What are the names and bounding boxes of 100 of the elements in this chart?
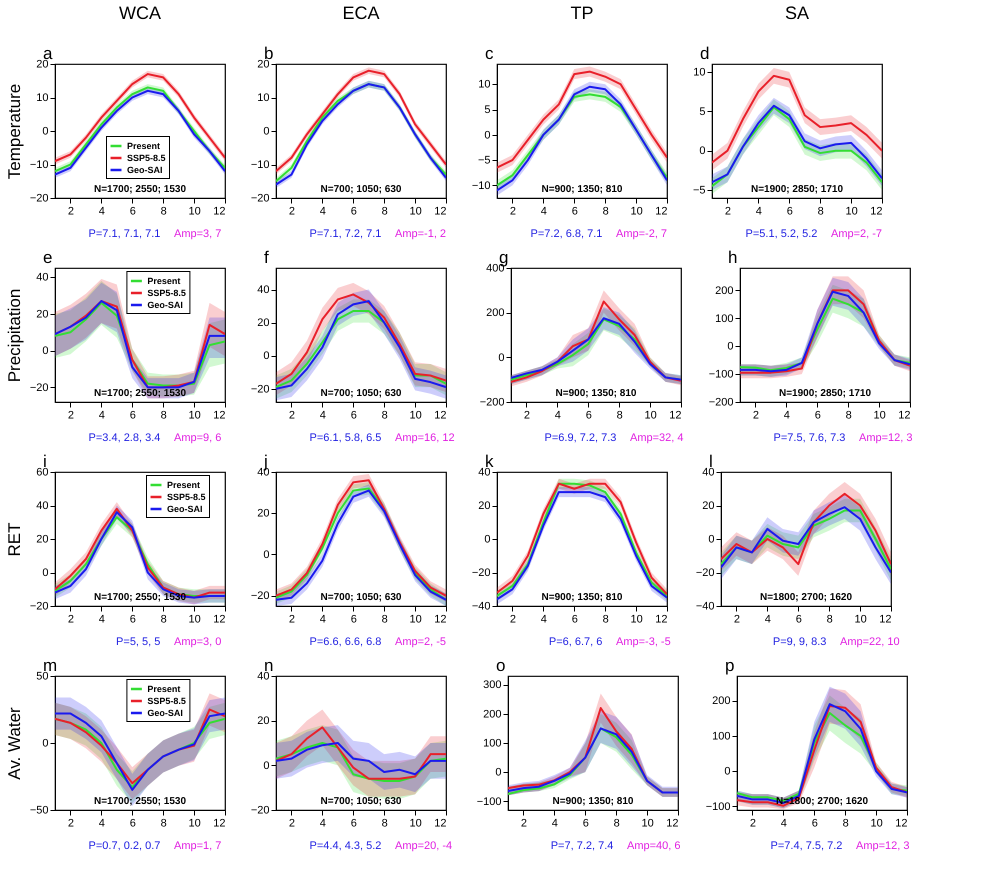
- x-tick-label: 6: [814, 410, 821, 422]
- y-tick-label: −20: [30, 192, 48, 204]
- y-tick-label: 20: [478, 500, 490, 512]
- y-axis-title: Av. Water: [4, 706, 24, 780]
- y-tick-label: −20: [250, 192, 270, 204]
- y-tick-label: 50: [36, 670, 48, 682]
- text: Amp=16, 12: [395, 432, 455, 444]
- y-tick-label: 0: [42, 126, 48, 138]
- x-tick-label: 8: [160, 410, 167, 422]
- y-axis-title: Temperature: [4, 84, 24, 180]
- y-tick-label: −40: [472, 600, 490, 612]
- text: Amp=3, 7: [174, 228, 222, 240]
- legend-label: Geo-SAI: [167, 504, 203, 514]
- legend-label: Geo-SAI: [147, 300, 183, 310]
- y-tick-label: 20: [36, 534, 48, 546]
- text: Amp=22, 10: [840, 636, 900, 648]
- text: Amp=40, 6: [627, 840, 681, 852]
- y-tick-label: −10: [472, 180, 490, 192]
- y-tick-label: −20: [696, 567, 714, 579]
- text: P=6.1, 5.8, 6.5: [310, 432, 382, 444]
- text: P=7, 7.2, 7.4: [550, 840, 614, 852]
- x-tick-label: 10: [409, 206, 422, 218]
- x-tick-label: 2: [510, 206, 516, 218]
- y-tick-label: 0: [42, 567, 48, 579]
- y-tick-label: 0: [484, 534, 490, 546]
- x-tick-label: 2: [524, 410, 530, 422]
- text: P=5.1, 5.2, 5.2: [746, 228, 818, 240]
- x-tick-label: 6: [130, 614, 136, 626]
- x-tick-label: 8: [160, 206, 167, 218]
- x-tick-label: 12: [895, 818, 908, 830]
- y-tick-label: 20: [702, 500, 714, 512]
- text: Amp=3, 0: [174, 636, 222, 648]
- text: c: [485, 44, 494, 63]
- x-tick-label: 4: [784, 410, 790, 422]
- y-tick-label: 0: [263, 126, 270, 138]
- x-tick-label: 4: [320, 818, 326, 830]
- y-tick-label: 0: [708, 534, 714, 546]
- x-tick-label: 4: [320, 206, 326, 218]
- x-tick-label: 12: [666, 818, 678, 830]
- y-tick-label: −5: [692, 184, 706, 197]
- text: h: [728, 248, 738, 267]
- annotation: N=700; 1050; 630: [320, 388, 402, 399]
- y-tick-label: −200: [708, 396, 734, 408]
- y-tick-label: 200: [712, 695, 730, 708]
- annotation: N=1800; 2700; 1620: [760, 592, 852, 603]
- x-tick-label: 2: [724, 206, 732, 218]
- y-tick-label: 20: [257, 715, 270, 728]
- x-tick-label: 8: [382, 206, 388, 218]
- x-tick-label: 8: [818, 206, 824, 218]
- annotation: N=900; 1350; 810: [552, 796, 634, 807]
- y-tick-label: 0: [263, 350, 270, 362]
- text: d: [700, 44, 710, 63]
- y-tick-label: −20: [472, 567, 490, 579]
- y-tick-label: 20: [36, 58, 48, 70]
- x-tick-label: 12: [213, 206, 226, 218]
- legend-label: Present: [127, 141, 160, 151]
- y-tick-label: −50: [30, 804, 48, 816]
- y-tick-label: −20: [250, 804, 270, 816]
- x-tick-label: 2: [68, 614, 74, 626]
- line-series: [276, 726, 446, 780]
- x-tick-label: 6: [350, 206, 357, 218]
- x-tick-label: 10: [630, 614, 643, 626]
- x-tick-label: 12: [213, 410, 226, 422]
- x-tick-label: 4: [756, 206, 762, 218]
- y-tick-label: 300: [483, 679, 502, 692]
- x-tick-label: 12: [655, 206, 668, 218]
- y-axis-title: RET: [4, 522, 24, 556]
- x-tick-label: 6: [582, 818, 589, 830]
- y-tick-label: 10: [478, 78, 490, 91]
- y-tick-label: 200: [715, 284, 734, 297]
- x-tick-label: 4: [98, 206, 105, 218]
- legend-label: SSP5-8.5: [127, 153, 166, 163]
- x-tick-label: 4: [540, 206, 547, 218]
- x-tick-label: 10: [409, 410, 422, 422]
- x-tick-label: 10: [188, 614, 201, 626]
- y-tick-label: 200: [483, 708, 502, 720]
- x-tick-label: 6: [572, 206, 578, 218]
- legend-label: SSP5-8.5: [167, 492, 206, 502]
- text: P=4.4, 4.3, 5.2: [310, 840, 382, 852]
- y-tick-label: −200: [480, 396, 504, 408]
- x-tick-label: 2: [752, 410, 760, 422]
- y-tick-label: −100: [476, 796, 502, 808]
- y-tick-label: −20: [30, 382, 48, 394]
- x-tick-label: 2: [68, 410, 74, 422]
- x-tick-label: 6: [350, 410, 357, 422]
- x-tick-label: 12: [213, 818, 226, 830]
- y-tick-label: 0: [498, 352, 504, 364]
- text: Amp=20, -4: [395, 840, 452, 852]
- text: Amp=12, 3: [856, 840, 910, 852]
- x-tick-label: 4: [98, 410, 105, 422]
- x-tick-label: 4: [98, 818, 105, 830]
- y-tick-label: −20: [250, 383, 270, 396]
- x-tick-label: 4: [764, 614, 771, 626]
- x-tick-label: 10: [409, 818, 422, 830]
- x-tick-label: 2: [520, 818, 528, 830]
- annotation: N=700; 1050; 630: [320, 184, 402, 195]
- chart-title: ECA: [342, 3, 380, 23]
- annotation: N=1700; 2550; 1530: [94, 184, 186, 195]
- text: Amp=1, 7: [174, 840, 222, 852]
- x-tick-label: 4: [554, 410, 561, 422]
